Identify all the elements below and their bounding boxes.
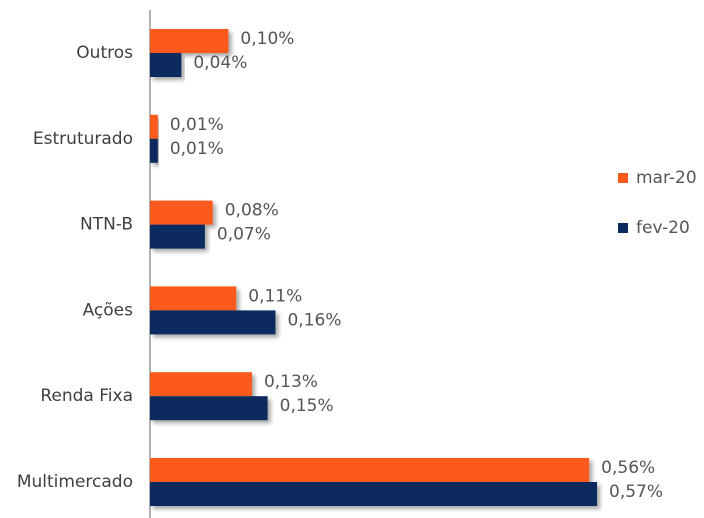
category-label: NTN-B <box>80 215 133 235</box>
legend-label: fev-20 <box>636 218 690 238</box>
category-label: Multimercado <box>17 472 133 492</box>
value-label: 0,16% <box>287 310 341 330</box>
bar <box>150 29 229 53</box>
bar <box>150 224 205 249</box>
value-label: 0,10% <box>240 29 294 49</box>
value-label: 0,56% <box>601 458 655 478</box>
category-label: Renda Fixa <box>40 386 133 406</box>
bar <box>150 458 590 482</box>
value-label: 0,04% <box>193 53 247 73</box>
bar <box>150 200 213 225</box>
category-label: Estruturado <box>33 129 133 149</box>
legend-label: mar-20 <box>636 168 697 188</box>
value-label: 0,15% <box>280 396 334 416</box>
legend-swatch <box>618 223 628 233</box>
bar <box>150 482 597 506</box>
bar <box>150 310 276 335</box>
bar <box>150 372 252 397</box>
bar <box>150 286 237 311</box>
value-label: 0,11% <box>248 286 302 306</box>
bar <box>150 138 158 163</box>
value-label: 0,13% <box>264 372 318 392</box>
value-label: 0,07% <box>217 225 271 245</box>
category-label: Outros <box>76 43 133 63</box>
legend-swatch <box>618 173 628 183</box>
bar <box>150 114 158 139</box>
bar <box>150 396 268 421</box>
value-label: 0,01% <box>170 115 224 135</box>
value-label: 0,01% <box>170 139 224 159</box>
category-label: Ações <box>83 300 134 320</box>
value-label: 0,57% <box>609 482 663 502</box>
value-label: 0,08% <box>225 201 279 221</box>
bar <box>150 53 182 77</box>
